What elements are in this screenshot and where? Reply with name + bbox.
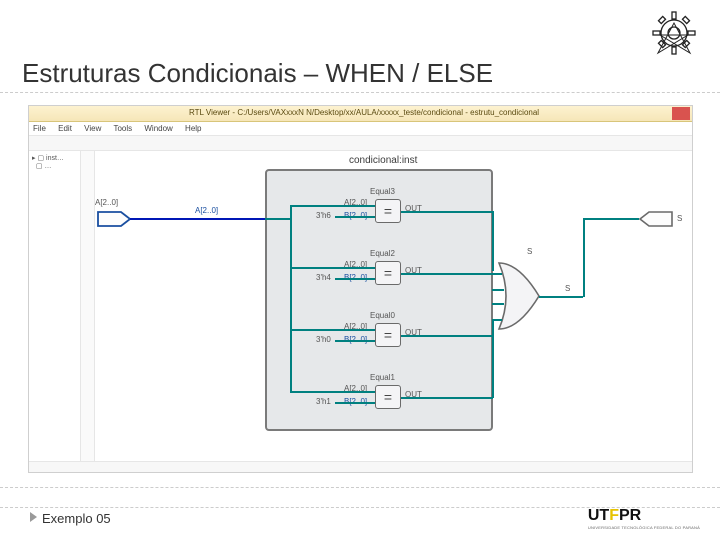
wire-eq0-out bbox=[401, 335, 493, 337]
wire-eq0-b bbox=[335, 340, 375, 342]
wire-or-to-s bbox=[539, 296, 583, 298]
utfpr-logo: UTFPR UNIVERSIDADE TECNOLÓGICA FEDERAL D… bbox=[588, 507, 700, 530]
equal1-name: Equal1 bbox=[370, 373, 395, 382]
wire-to-out-port bbox=[583, 218, 639, 220]
window-title-text: RTL Viewer - C:/Users/VAXxxxN N/Desktop/… bbox=[189, 108, 539, 117]
or-in1 bbox=[492, 273, 502, 275]
wire-eq2-b bbox=[335, 278, 375, 280]
org-logo-icon bbox=[646, 5, 702, 61]
app-body: ▸ ▢ inst… ▢ … A[2..0] condicional:inst A… bbox=[29, 151, 692, 461]
menu-edit[interactable]: Edit bbox=[58, 124, 72, 133]
bus-vertical bbox=[290, 205, 292, 391]
netlist-navigator[interactable]: ▸ ▢ inst… ▢ … bbox=[29, 151, 81, 461]
equal3-const: 3'h6 bbox=[316, 211, 331, 220]
wire-s-vert bbox=[583, 218, 585, 297]
wire-eq3-a bbox=[290, 205, 375, 207]
status-bar bbox=[29, 461, 692, 472]
net-a-label: A[2..0] bbox=[195, 206, 218, 215]
window-titlebar: RTL Viewer - C:/Users/VAXxxxN N/Desktop/… bbox=[29, 106, 692, 122]
bus-entry bbox=[265, 218, 292, 220]
input-port-a bbox=[97, 211, 131, 227]
equal3-name: Equal3 bbox=[370, 187, 395, 196]
pin-strip bbox=[81, 151, 95, 461]
bottom-divider-1 bbox=[0, 487, 720, 488]
menu-bar: File Edit View Tools Window Help bbox=[29, 122, 692, 136]
title-divider bbox=[0, 92, 720, 93]
window-close-button[interactable] bbox=[672, 107, 690, 120]
output-port-label: S bbox=[677, 214, 682, 223]
menu-view[interactable]: View bbox=[84, 124, 101, 133]
menu-file[interactable]: File bbox=[33, 124, 46, 133]
menu-window[interactable]: Window bbox=[144, 124, 172, 133]
example-label: Exemplo 05 bbox=[42, 511, 111, 526]
equal2-box: = bbox=[375, 261, 401, 285]
wire-eq0-a bbox=[290, 329, 375, 331]
schematic-canvas[interactable]: A[2..0] condicional:inst A[2..0] Equal3 … bbox=[95, 151, 692, 461]
utfpr-sub: UNIVERSIDADE TECNOLÓGICA FEDERAL DO PARA… bbox=[588, 525, 700, 530]
wire-eq2-a bbox=[290, 267, 375, 269]
equal2-const: 3'h4 bbox=[316, 273, 331, 282]
equal2-name: Equal2 bbox=[370, 249, 395, 258]
wire-eq1-b bbox=[335, 402, 375, 404]
equal1-const: 3'h1 bbox=[316, 397, 331, 406]
equal0-name: Equal0 bbox=[370, 311, 395, 320]
module-title: condicional:inst bbox=[349, 155, 417, 166]
output-port-s bbox=[639, 211, 673, 227]
equal0-box: = bbox=[375, 323, 401, 347]
wire-eq3-b bbox=[335, 216, 375, 218]
menu-help[interactable]: Help bbox=[185, 124, 201, 133]
slide-title: Estruturas Condicionais – WHEN / ELSE bbox=[22, 58, 493, 89]
wire-eq3-out bbox=[401, 211, 493, 213]
or-in3 bbox=[492, 303, 504, 305]
rtl-viewer-window: RTL Viewer - C:/Users/VAXxxxN N/Desktop/… bbox=[28, 105, 693, 473]
or-in2 bbox=[492, 289, 504, 291]
equal1-box: = bbox=[375, 385, 401, 409]
equal3-box: = bbox=[375, 199, 401, 223]
caret-icon bbox=[30, 512, 37, 522]
wire-a-to-module bbox=[130, 218, 265, 220]
or-out-label: S bbox=[527, 247, 532, 256]
input-port-label: A[2..0] bbox=[95, 198, 118, 207]
or-in-bus-bot bbox=[492, 319, 494, 398]
wire-eq1-a bbox=[290, 391, 375, 393]
wire-eq2-out bbox=[401, 273, 493, 275]
or-in-bus-top bbox=[492, 211, 494, 271]
net-s-label: S bbox=[565, 284, 570, 293]
equal0-const: 3'h0 bbox=[316, 335, 331, 344]
wire-eq1-out bbox=[401, 397, 493, 399]
menu-tools[interactable]: Tools bbox=[113, 124, 132, 133]
or-in4 bbox=[492, 319, 502, 321]
toolbar bbox=[29, 136, 692, 151]
